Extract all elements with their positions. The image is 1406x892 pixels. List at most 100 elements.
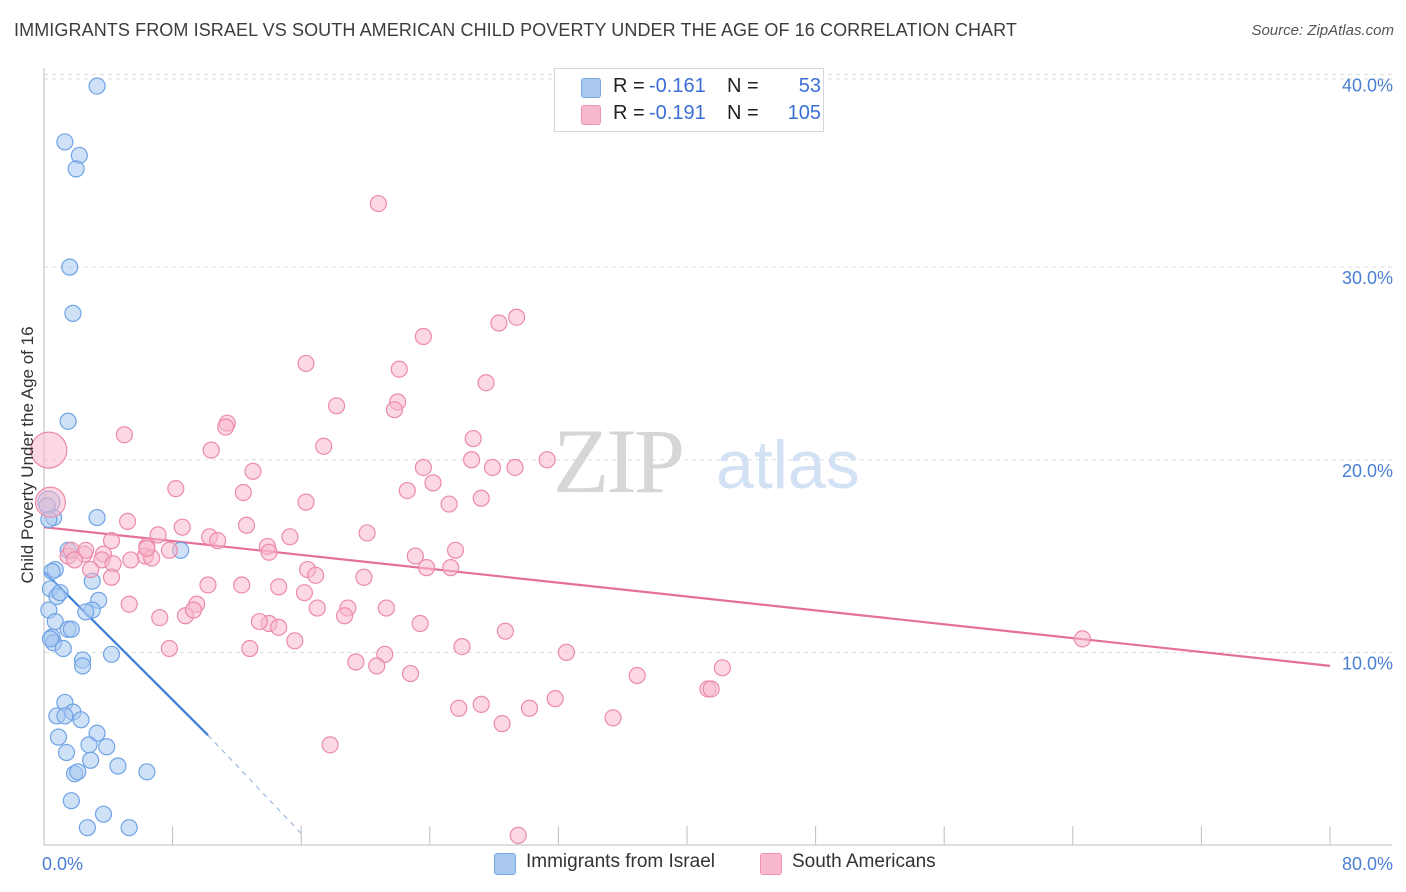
south-americans-point (398, 481, 416, 500)
south-americans-point (358, 524, 376, 542)
south-americans-point (390, 360, 408, 378)
israel-point (73, 657, 92, 675)
legend-swatch-israel (494, 853, 516, 875)
y-tick-label-20: 20.0% (1342, 461, 1393, 481)
south-americans-point (122, 551, 140, 569)
legend-label-south-americans: South Americans (792, 851, 936, 872)
israel-point (109, 757, 127, 775)
south-americans-point (520, 699, 539, 717)
south-americans-point (336, 607, 354, 625)
south-americans-point (355, 568, 373, 586)
south-americans-point (702, 680, 720, 698)
trend-lines (43, 526, 1331, 834)
south-americans-point (77, 541, 95, 559)
israel-point (64, 304, 82, 322)
south-americans-point (496, 622, 514, 640)
israel-point (62, 620, 80, 638)
south-americans-point (297, 354, 315, 373)
israel-point (88, 77, 106, 95)
south-americans-point (241, 639, 259, 658)
south-americans-point (217, 418, 235, 436)
israel-point (80, 736, 98, 754)
south-americans-point (406, 547, 424, 565)
n-label: N = (727, 75, 759, 97)
south-americans-point (450, 699, 468, 717)
israel-point (72, 711, 90, 729)
south-americans-point (270, 578, 288, 596)
south-americans-point (546, 690, 564, 708)
south-americans-point (490, 314, 508, 332)
south-americans-point (424, 474, 442, 492)
israel-point (56, 707, 74, 725)
data-points (30, 77, 1092, 844)
south-americans-point (557, 643, 576, 661)
x-tick-labels: 0.0% 80.0% (42, 854, 1393, 874)
n-value: 53 (798, 75, 821, 97)
swatch-south-americans (581, 105, 601, 125)
israel-point (56, 133, 74, 151)
south-americans-point (295, 584, 314, 602)
israel-point (102, 645, 121, 663)
south-americans-point (209, 532, 227, 550)
israel-point (41, 630, 60, 648)
south-americans-point (102, 532, 121, 550)
south-americans-point (160, 541, 178, 559)
south-americans-point (472, 695, 490, 713)
south-americans-point (260, 543, 278, 561)
south-americans-point (244, 462, 262, 480)
israel-point (54, 639, 72, 658)
south-americans-point (713, 659, 731, 677)
israel-point (59, 412, 77, 430)
legend-swatch-south-americans (760, 853, 782, 875)
south-americans-point (118, 512, 137, 531)
south-americans-point (115, 426, 133, 444)
south-americans-point (321, 736, 339, 754)
south-americans-point (250, 612, 269, 631)
south-americans-point (202, 441, 220, 459)
r-value: -0.191 (649, 102, 706, 124)
south-americans-point (297, 493, 315, 511)
south-americans-point (440, 495, 458, 513)
israel-point (120, 819, 138, 837)
grid-lines (44, 74, 1392, 653)
south-americans-point (307, 566, 325, 584)
r-value: -0.161 (649, 75, 706, 97)
south-americans-point (368, 657, 386, 675)
south-americans-point (509, 826, 527, 844)
south-americans-point (167, 480, 185, 498)
x-tick-label-min: 0.0% (42, 854, 83, 874)
south-americans-point (347, 653, 365, 671)
south-americans-point (493, 715, 511, 733)
south-americans-point (308, 599, 326, 617)
south-americans-point (270, 618, 288, 636)
south-americans-point (138, 539, 156, 557)
south-americans-point (151, 609, 169, 627)
south-americans-point (173, 518, 191, 536)
south-americans-point (82, 560, 100, 579)
israel-point (67, 160, 85, 178)
south-americans-point (120, 595, 138, 613)
south-americans-point (385, 401, 404, 419)
y-tick-label-40: 40.0% (1342, 76, 1393, 96)
south-americans-point (199, 576, 217, 594)
legend-label-israel: Immigrants from Israel (526, 851, 715, 872)
south-americans-point (414, 458, 432, 477)
south-americans-point (160, 639, 178, 658)
south-americans-point (464, 429, 482, 448)
israel-point (88, 508, 106, 527)
south-americans-point (65, 551, 84, 569)
south-americans-point (506, 458, 524, 477)
israel-point (51, 584, 69, 602)
y-tick-label-10: 10.0% (1342, 653, 1393, 673)
south-americans-point (538, 451, 556, 469)
israel-point (78, 819, 97, 837)
israel-point (43, 562, 61, 581)
south-americans-point (315, 437, 333, 455)
south-americans-point (446, 541, 465, 559)
south-americans-point (462, 451, 481, 469)
chart-title: IMMIGRANTS FROM ISRAEL VS SOUTH AMERICAN… (14, 20, 1018, 40)
south-americans-point (149, 526, 167, 544)
south-americans-point (477, 374, 495, 392)
watermark-atlas: atlas (716, 427, 860, 503)
